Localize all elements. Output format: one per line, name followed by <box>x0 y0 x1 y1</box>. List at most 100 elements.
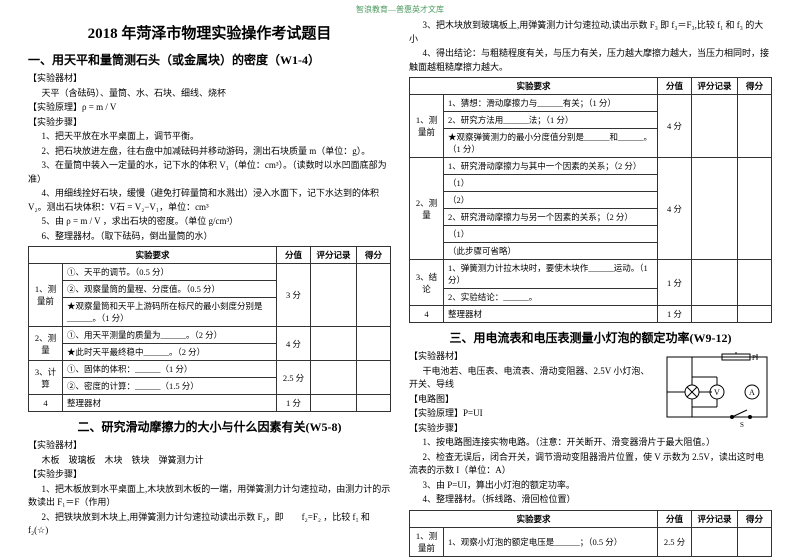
th-req: 实验要求 <box>29 247 277 264</box>
exp2-step2: 2、把铁块放到木块上,用弹簧测力计匀速拉动读出示数 F₂，即 f₂=F₂ ，比较… <box>28 511 391 538</box>
th-score: 分值 <box>277 247 311 264</box>
exp3-step3: 3、由 P=UI，算出小灯泡的额定功率。 <box>409 479 772 493</box>
exp1-principle: 【实验原理】ρ = m / V <box>28 101 391 115</box>
row-head: 3、计算 <box>29 361 63 395</box>
table-header-row: 实验要求 分值 评分记录 得分 <box>410 78 772 95</box>
page-columns: 2018 年菏泽市物理实验操作考试题目 一、用天平和量筒测石头（或金属块）的密度… <box>28 18 772 560</box>
cell: 1、观察小灯泡的额定电压是______；（0.5 分） <box>444 527 658 556</box>
circuit-diagram: S P A V <box>662 352 772 430</box>
exp2-materials-label: 【实验器材】 <box>28 439 391 453</box>
cell: ②、密度的计算：______（1.5 分） <box>63 378 277 395</box>
exp1-steps-label: 【实验步骤】 <box>28 116 391 130</box>
exp1-step6: 6、整理器材。（取下砝码，倒出量筒的水） <box>28 230 391 244</box>
exp2-table: 实验要求 分值 评分记录 得分 1、测量前 1、猜想：滑动摩擦力与______有… <box>409 77 772 323</box>
cell <box>738 95 772 158</box>
table-row: 3、结论 1、弹簧测力计拉木块时，要使木块作______运动。（1 分） 1 分 <box>410 260 772 289</box>
row-head: 2、测量 <box>29 327 63 361</box>
exp1-materials-label: 【实验器材】 <box>28 72 391 86</box>
cell <box>692 260 738 306</box>
exp1-step1: 1、把天平放在水平桌面上，调节平衡。 <box>28 130 391 144</box>
row-head: 1、测量前 <box>410 527 444 556</box>
exp1-step4: 4、用细线拴好石块，缓慢（避免打碎量筒和水溅出）浸入水面下，记下水达到的体积 V… <box>28 187 391 214</box>
cell: 整理器材 <box>63 395 277 412</box>
row-head: 4 <box>29 395 63 412</box>
cell: ★此时天平最终稳中______。（2 分） <box>63 344 277 361</box>
row-head: 1、测量前 <box>410 95 444 158</box>
cell: 2、研究滑动摩擦力与另一个因素的关系；（2 分） <box>444 209 658 226</box>
page-title: 2018 年菏泽市物理实验操作考试题目 <box>28 22 391 43</box>
th-req: 实验要求 <box>410 78 658 95</box>
cell: （1） <box>444 226 658 243</box>
cell: 1、猜想：滑动摩擦力与______有关；（1 分） <box>444 95 658 112</box>
cell: 1、弹簧测力计拉木块时，要使木块作______运动。（1 分） <box>444 260 658 289</box>
row-head: 2、测量 <box>410 158 444 260</box>
table-row: 1、测量前 1、观察小灯泡的额定电压是______；（0.5 分） 2.5 分 <box>410 527 772 556</box>
left-column: 2018 年菏泽市物理实验操作考试题目 一、用天平和量筒测石头（或金属块）的密度… <box>28 18 391 560</box>
cell-score: 2.5 分 <box>277 361 311 395</box>
cell: ①、用天平测量的质量为______。（2 分） <box>63 327 277 344</box>
exp1-step5: 5、由 ρ = m / V ，求出石块的密度。（单位 g/cm³） <box>28 215 391 229</box>
exp3-table: 实验要求 分值 评分记录 得分 1、测量前 1、观察小灯泡的额定电压是_____… <box>409 510 772 557</box>
svg-text:V: V <box>714 388 720 397</box>
th-req: 实验要求 <box>410 510 658 527</box>
table-row: 1、测量前 ①、天平的调节。（0.5 分） 3 分 <box>29 264 391 281</box>
cell: ②、观察量筒的量程、分度值。（0.5 分） <box>63 281 277 298</box>
svg-text:S: S <box>740 421 744 429</box>
cell: ★观察量筒和天平上游码所在标尺的最小刻度分别是______。（1 分） <box>63 298 277 327</box>
cell: 1、研究滑动摩擦力与其中一个因素的关系；（2 分） <box>444 158 658 175</box>
th-score: 分值 <box>658 78 692 95</box>
cell <box>692 158 738 260</box>
table-row: 4 整理器材 1 分 <box>29 395 391 412</box>
cell: 2、研究方法用______法；（1 分） <box>444 112 658 129</box>
exp1-heading: 一、用天平和量筒测石头（或金属块）的密度（W1-4） <box>28 51 391 68</box>
row-head: 1、测量前 <box>29 264 63 327</box>
cell <box>738 158 772 260</box>
table-header-row: 实验要求 分值 评分记录 得分 <box>29 247 391 264</box>
table-header-row: 实验要求 分值 评分记录 得分 <box>410 510 772 527</box>
right-column: 3、把木块放到玻璃板上,用弹簧测力计匀速拉动,读出示数 F₃ 即 f₃＝F₃,比… <box>409 18 772 560</box>
cell: ①、天平的调节。（0.5 分） <box>63 264 277 281</box>
cell-score: 1 分 <box>658 260 692 306</box>
svg-text:A: A <box>749 388 755 397</box>
cell <box>738 306 772 323</box>
cell: （此步骤可省略） <box>444 243 658 260</box>
cell <box>357 395 391 412</box>
cell-score: 4 分 <box>277 327 311 361</box>
exp3-step1: 1、按电路图连接实物电路。（注意：开关断开、滑变器滑片于最大阻值。） <box>409 436 772 450</box>
th-record: 评分记录 <box>311 247 357 264</box>
cell <box>311 264 357 327</box>
cell <box>738 260 772 306</box>
cell: ①、固体的体积：______（1 分） <box>63 361 277 378</box>
cell-score: 4 分 <box>658 95 692 158</box>
exp3-step2: 2、检查无误后，闭合开关，调节滑动变阻器滑片位置，使 V 示数为 2.5V，读出… <box>409 451 772 478</box>
th-got: 得分 <box>357 247 391 264</box>
cell: （2） <box>444 192 658 209</box>
cell <box>357 264 391 327</box>
cell <box>692 306 738 323</box>
cell: ★观察弹簧测力的最小分度值分别是______和______。（1 分） <box>444 129 658 158</box>
cell-score: 1 分 <box>658 306 692 323</box>
exp1-step3: 3、在量筒中装入一定量的水，记下水的体积 V₁（单位：cm³）。（读数时以水凹面… <box>28 159 391 186</box>
th-record: 评分记录 <box>692 510 738 527</box>
cell-score: 3 分 <box>277 264 311 327</box>
exp2-materials: 木板 玻璃板 木块 铁块 弹簧测力计 <box>28 454 391 468</box>
th-score: 分值 <box>658 510 692 527</box>
exp2-steps-label: 【实验步骤】 <box>28 468 391 482</box>
th-got: 得分 <box>738 510 772 527</box>
exp2-step4: 4、得出结论：与粗糙程度有关，与压力有关，压力越大摩擦力越大，当压力相同时，接触… <box>409 47 772 74</box>
th-record: 评分记录 <box>692 78 738 95</box>
cell <box>738 527 772 556</box>
exp2-step1: 1、把木板放到水平桌面上,木块放到木板的一端，用弹簧测力计匀速拉动，由测力计的示… <box>28 483 391 510</box>
cell-score: 1 分 <box>277 395 311 412</box>
th-got: 得分 <box>738 78 772 95</box>
exp1-step2: 2、把石块放进左盘，往右盘中加减砝码并移动游码，测出石块质量 m（单位：g）。 <box>28 145 391 159</box>
svg-text:P: P <box>752 354 756 362</box>
cell <box>311 361 357 395</box>
exp2-heading: 二、研究滑动摩擦力的大小与什么因素有关(W5-8) <box>28 418 391 435</box>
row-head: 4 <box>410 306 444 323</box>
cell: （1） <box>444 175 658 192</box>
cell <box>692 95 738 158</box>
cell-score: 4 分 <box>658 158 692 260</box>
exp3-step4: 4、整理器材。（拆线路、滑回检位置） <box>409 493 772 507</box>
exp2-step3: 3、把木块放到玻璃板上,用弹簧测力计匀速拉动,读出示数 F₃ 即 f₃＝F₃,比… <box>409 19 772 46</box>
